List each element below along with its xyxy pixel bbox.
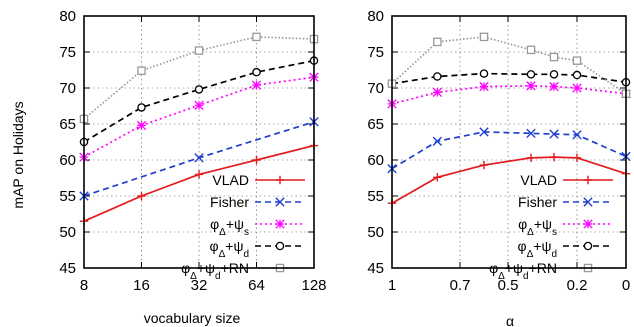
plus-marker — [583, 175, 593, 185]
plus-marker — [433, 173, 442, 182]
square-marker — [526, 45, 536, 55]
legend-label: φΔ+ψs — [518, 216, 557, 238]
x-marker — [432, 136, 443, 146]
right-chart-panel: 45 50 55 60 65 70 75 80 1 0.7 0.5 0.2 0 VLAD Fisher φΔ+… — [367, 8, 631, 294]
square-marker — [137, 66, 146, 75]
right-x-axis-label: α — [506, 313, 514, 327]
asterisk-marker — [432, 87, 442, 97]
asterisk-marker — [251, 80, 262, 90]
x-tick-label: 0.7 — [450, 277, 471, 294]
circle-marker — [572, 70, 582, 80]
x-marker — [549, 129, 559, 139]
legend-label: Fisher — [210, 194, 249, 210]
circle-marker — [275, 241, 285, 251]
square-marker — [252, 32, 261, 42]
x-marker — [572, 130, 582, 140]
legend-label: VLAD — [212, 172, 249, 188]
legend-label: φΔ+ψd — [210, 238, 250, 260]
x-marker — [526, 128, 536, 139]
plot-frame — [391, 15, 627, 269]
legend-label: φΔ+ψd — [518, 238, 558, 260]
square-marker — [479, 32, 489, 42]
series-line — [83, 121, 315, 197]
circle-marker — [583, 241, 593, 251]
x-marker — [275, 197, 285, 207]
plus-marker — [479, 160, 489, 170]
x-marker — [194, 153, 204, 163]
y-tick-label: 45 — [59, 260, 76, 277]
asterisk-marker — [479, 81, 489, 92]
x-tick-label: 16 — [133, 277, 150, 294]
asterisk-marker — [275, 219, 285, 229]
x-marker — [583, 197, 593, 207]
x-tick-label: 0.2 — [567, 277, 588, 294]
x-tick-label: 32 — [191, 277, 208, 294]
x-tick-label: 64 — [248, 277, 265, 294]
circle-marker — [479, 69, 489, 78]
left-chart-panel: 45 50 55 60 65 70 75 80 8 16 32 64 128 VLAD Fisher φΔ+ψ… — [59, 8, 326, 294]
y-tick-label: 80 — [367, 8, 384, 25]
asterisk-marker — [583, 219, 593, 229]
circle-marker — [549, 70, 559, 79]
y-tick-label: 50 — [59, 224, 76, 241]
plot-frame — [83, 15, 315, 269]
y-tick-label: 65 — [59, 116, 76, 133]
y-tick-label: 60 — [367, 152, 384, 169]
circle-marker — [433, 72, 442, 81]
y-tick-label: 55 — [59, 188, 76, 205]
plus-marker — [252, 155, 261, 165]
y-tick-label: 55 — [367, 188, 384, 205]
series-line — [83, 59, 315, 143]
y-tick-label: 75 — [367, 44, 384, 61]
y-tick-label: 70 — [367, 80, 384, 97]
circle-marker — [137, 103, 146, 112]
y-tick-label: 60 — [59, 152, 76, 169]
x-tick-label: 0 — [622, 277, 630, 294]
plus-marker — [275, 175, 285, 185]
asterisk-marker — [194, 100, 204, 110]
y-tick-label: 80 — [59, 8, 76, 25]
left-x-axis-label: vocabulary size — [144, 310, 241, 326]
y-tick-label: 65 — [367, 116, 384, 133]
square-marker — [433, 37, 442, 47]
legend-label: φΔ+ψd+RN — [489, 260, 557, 282]
x-tick-label: 0.5 — [498, 277, 519, 294]
series-line — [391, 72, 627, 85]
series-line — [391, 36, 627, 95]
circle-marker — [194, 85, 204, 94]
asterisk-marker — [549, 81, 559, 92]
circle-marker — [252, 67, 261, 77]
square-marker — [549, 52, 559, 62]
plus-marker — [549, 152, 559, 162]
plus-marker — [137, 191, 146, 201]
x-marker — [479, 127, 489, 137]
circle-marker — [526, 70, 536, 79]
plus-marker — [194, 170, 204, 179]
series-line — [83, 36, 315, 120]
y-tick-label: 50 — [367, 224, 384, 241]
square-marker — [572, 56, 582, 65]
plus-marker — [526, 153, 536, 163]
y-tick-label: 75 — [59, 44, 76, 61]
legend-label: φΔ+ψs — [210, 216, 249, 238]
left-y-axis-label: mAP on Holidays — [10, 101, 26, 208]
x-tick-label: 8 — [80, 277, 88, 294]
legend-label: Fisher — [518, 194, 557, 210]
series-line — [391, 84, 627, 105]
plus-marker — [572, 153, 582, 163]
x-tick-label: 1 — [388, 277, 396, 294]
asterisk-marker — [526, 81, 536, 91]
y-tick-label: 70 — [59, 80, 76, 97]
asterisk-marker — [136, 120, 147, 131]
y-tick-label: 45 — [367, 260, 384, 277]
legend-label: VLAD — [520, 172, 557, 188]
x-tick-label: 128 — [301, 277, 326, 294]
square-marker — [194, 46, 204, 55]
asterisk-marker — [572, 83, 582, 93]
legend-label: φΔ+ψd+RN — [181, 260, 249, 282]
